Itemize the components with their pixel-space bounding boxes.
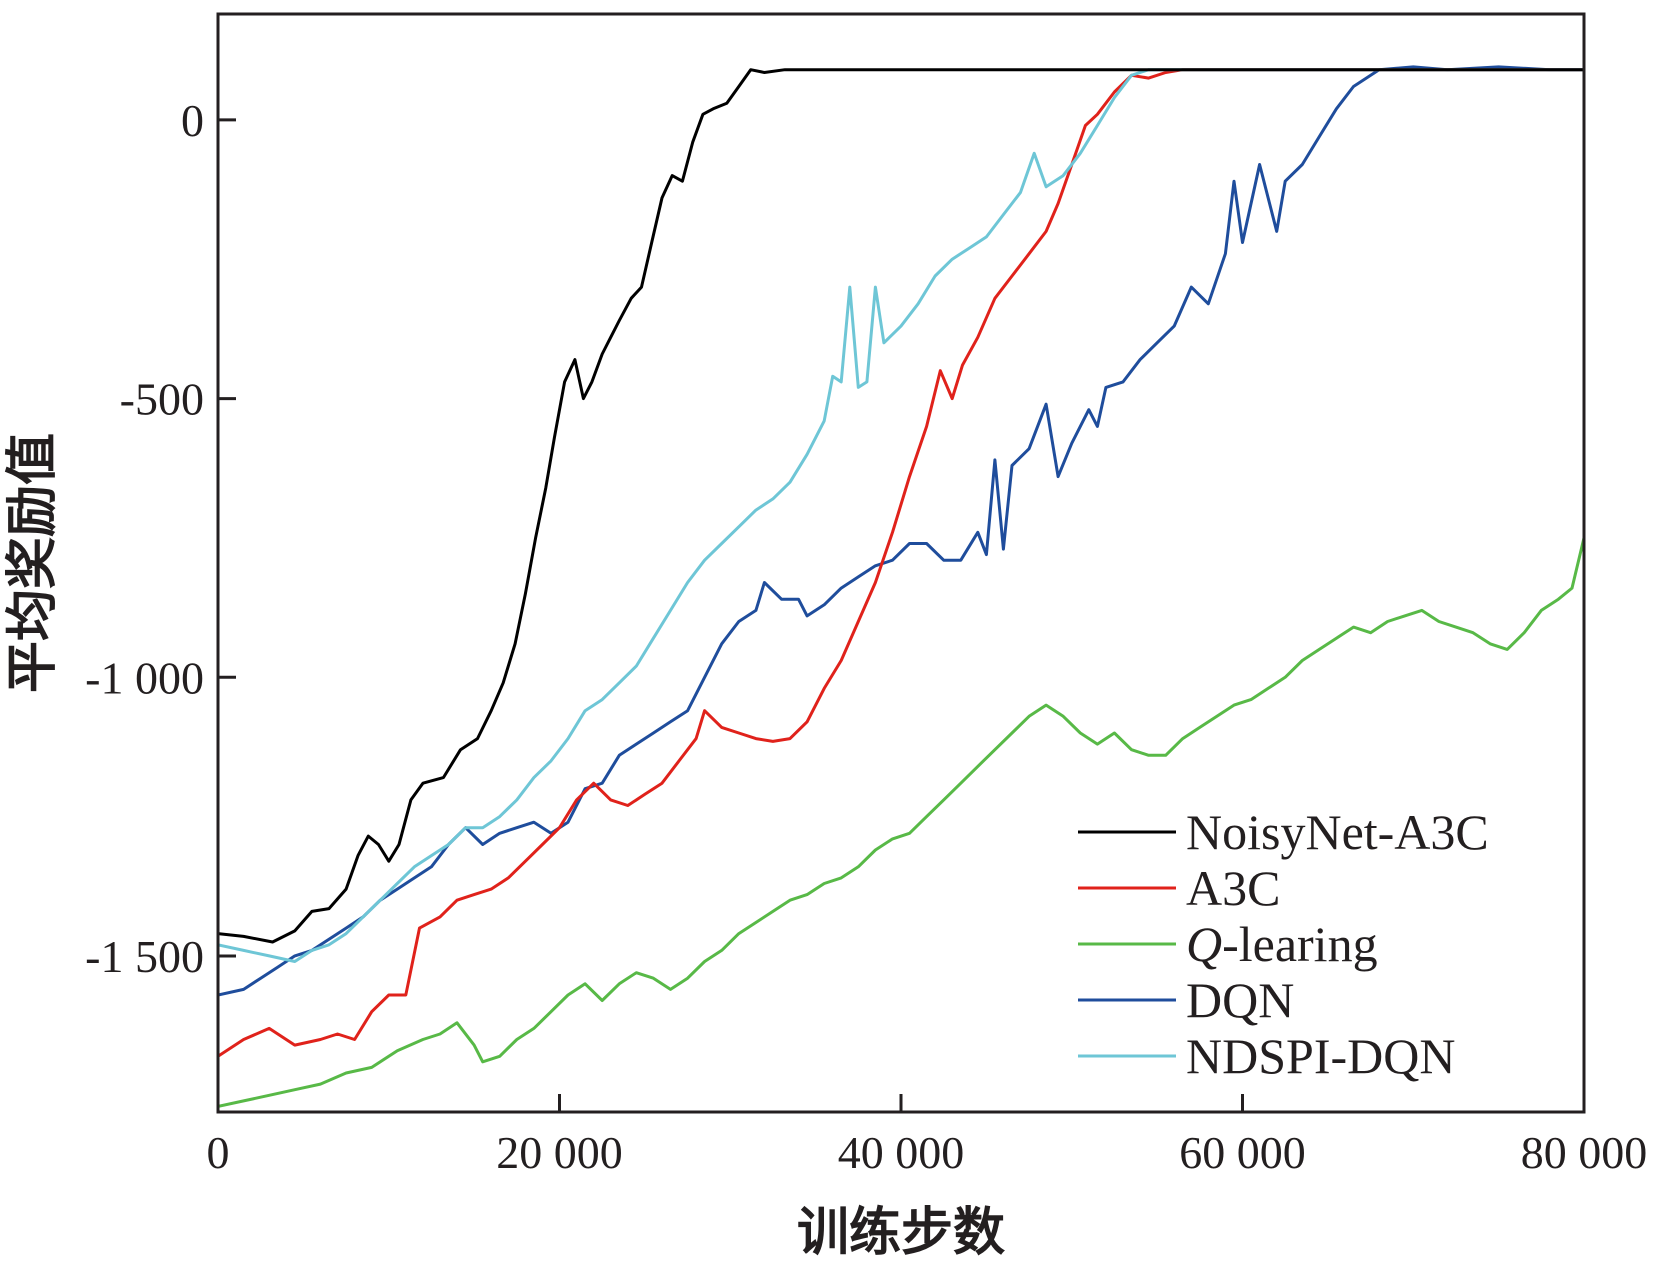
- x-axis-title: 训练步数: [797, 1203, 1005, 1263]
- legend-label: NDSPI-DQN: [1186, 1028, 1455, 1084]
- legend-label: DQN: [1186, 972, 1294, 1028]
- series-line-a3c: [218, 68, 1584, 1058]
- series-line-ndspi-dqn: [218, 68, 1584, 963]
- x-tick-label: 60 000: [1179, 1127, 1306, 1178]
- series-line-q-learing: [218, 537, 1584, 1108]
- x-tick-label: 20 000: [496, 1127, 623, 1178]
- plot-area-frame: [216, 12, 1586, 1114]
- legend-label: Q-learing: [1186, 916, 1378, 972]
- x-tick-label: 0: [207, 1127, 230, 1178]
- series-lines: [218, 65, 1584, 1108]
- x-tick-label: 40 000: [838, 1127, 965, 1178]
- series-line-noisynet-a3c: [218, 68, 1584, 944]
- y-tick-label: -1 000: [85, 652, 204, 703]
- legend-label: NoisyNet-A3C: [1186, 804, 1489, 860]
- axis-ticks: 0 20 000 40 000 60 000 80 000 0 -500 -1 000 -1 5…: [85, 95, 1647, 1178]
- y-tick-label: -500: [120, 374, 204, 425]
- y-axis-title: 平均奖励值: [3, 433, 63, 693]
- legend-label: A3C: [1186, 860, 1280, 916]
- y-tick-label: 0: [181, 95, 204, 146]
- y-tick-label: -1 500: [85, 931, 204, 982]
- x-tick-label: 80 000: [1521, 1127, 1648, 1178]
